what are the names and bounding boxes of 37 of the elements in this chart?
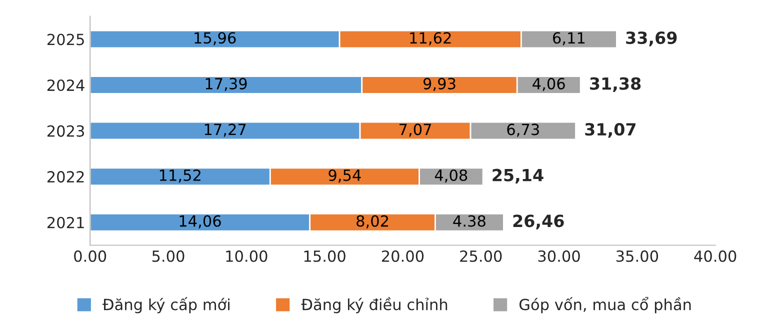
x-tick-label: 15.00 (304, 250, 346, 262)
y-tick-label: 2022 (47, 171, 84, 183)
y-tick-label: 2024 (47, 79, 84, 92)
data-label: 11,62 (410, 32, 451, 46)
legend-label: Đăng ký cấp mới (102, 297, 230, 314)
legend-label: Đăng ký điều chỉnh (301, 297, 448, 314)
x-tick-label: 10.00 (226, 250, 268, 262)
data-label: 8,02 (356, 215, 388, 228)
data-label: 9,93 (423, 78, 456, 92)
x-tick-label: 25.00 (460, 250, 502, 262)
x-tick-label: 5.00 (152, 250, 184, 262)
total-label: 26,46 (513, 214, 564, 230)
data-label: 7,07 (400, 124, 431, 137)
x-tick-label: 30.00 (538, 250, 580, 262)
data-label: 11,52 (160, 169, 200, 183)
data-label: 6,73 (507, 124, 539, 137)
x-tick-label: 20.00 (382, 250, 424, 262)
total-label: 31,38 (590, 77, 641, 92)
legend-label: Góp vốn, mua cổ phần (520, 296, 691, 314)
data-label: 15,96 (194, 32, 236, 46)
data-label: 17,39 (206, 78, 247, 92)
y-tick-label: 2025 (47, 34, 84, 46)
x-tick-label: 40.00 (694, 250, 736, 262)
x-tick-label: 35.00 (616, 250, 658, 262)
data-label: 9,54 (328, 169, 361, 183)
data-label: 17,27 (204, 124, 246, 137)
data-label: 6,11 (553, 32, 585, 46)
total-label: 25,14 (492, 168, 544, 184)
data-label: 4,08 (434, 169, 468, 183)
data-label: 4,06 (532, 78, 565, 92)
total-label: 33,69 (626, 31, 677, 46)
total-label: 31,07 (585, 123, 636, 138)
data-label: 4.38 (453, 215, 486, 227)
y-tick-label: 2021 (47, 216, 84, 228)
y-tick-label: 2023 (47, 125, 84, 137)
data-label: 14,06 (180, 215, 221, 228)
x-tick-label: 0.00 (74, 250, 106, 262)
